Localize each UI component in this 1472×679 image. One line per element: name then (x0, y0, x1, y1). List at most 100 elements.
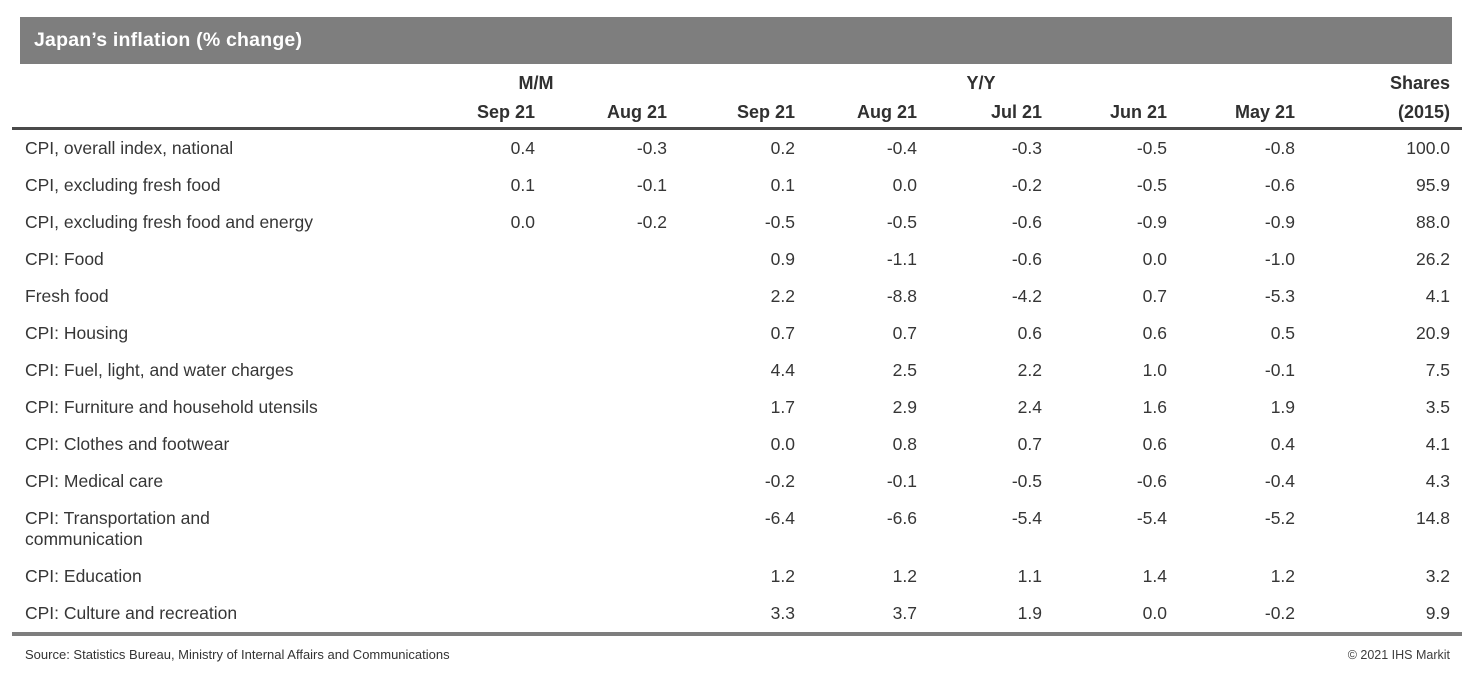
cell-value: 2.2 (1017, 360, 1042, 380)
source-note: Source: Statistics Bureau, Ministry of I… (25, 647, 450, 662)
cell-value: -0.5 (1136, 138, 1167, 158)
table-row: CPI: Food 0.9 -1.1 -0.6 0.0 -1.0 26.2 (12, 241, 1462, 278)
cell-value: 9.9 (1295, 595, 1463, 636)
cell-value (405, 500, 535, 558)
table-row: Fresh food 2.2 -8.8 -4.2 0.7 -5.3 4.1 (12, 278, 1462, 315)
row-label: CPI: Medical care (25, 471, 164, 491)
table-row: CPI: Culture and recreation 3.3 3.7 1.9 … (12, 595, 1463, 636)
cell-value: 0.6 (1142, 434, 1167, 454)
cell-value: -0.1 (636, 175, 667, 195)
cell-value: -0.2 (1011, 175, 1042, 195)
cell-value: -5.2 (1264, 508, 1296, 528)
cell-value: -0.6 (1136, 471, 1167, 491)
cell-value: -0.9 (1136, 212, 1167, 232)
group-header-yy: Y/Y (966, 73, 996, 93)
cell-value: -0.3 (1011, 138, 1042, 158)
cell-value: 1.0 (1142, 360, 1167, 380)
cell-value: 1.6 (1142, 397, 1167, 417)
cell-value: 4.1 (1425, 286, 1451, 306)
cell-value: 0.8 (892, 434, 917, 454)
cell-value: 0.7 (892, 323, 917, 343)
cell-value (405, 315, 535, 352)
cell-value: 0.5 (1270, 323, 1296, 343)
cell-value: 0.1 (770, 175, 795, 195)
cell-value: -1.1 (886, 249, 917, 269)
cell-value: -0.5 (886, 212, 917, 232)
cell-value (535, 278, 667, 315)
cell-value: 0.6 (1017, 323, 1042, 343)
cell-value (535, 352, 667, 389)
cell-value (535, 500, 667, 558)
row-label: CPI: Housing (25, 323, 129, 343)
col-header-mm-aug21: Aug 21 (535, 98, 667, 130)
cell-value: 3.3 (667, 595, 795, 636)
group-header-row: M/M Y/Y Shares (12, 69, 1462, 98)
cell-value: -0.1 (886, 471, 917, 491)
table-header: M/M Y/Y Shares Sep 21 Aug 21 Sep 21 Aug … (12, 69, 1463, 130)
cell-value: -0.2 (636, 212, 667, 232)
cell-value (405, 241, 535, 278)
cell-value: 0.1 (510, 175, 535, 195)
cell-value: 4.3 (1425, 471, 1451, 491)
cell-value: -0.5 (764, 212, 795, 232)
cell-value: 0.9 (770, 249, 795, 269)
cell-value: 0.6 (1142, 323, 1167, 343)
cell-value: 20.9 (1415, 323, 1451, 343)
cell-value: 0.0 (770, 434, 795, 454)
cell-value: 3.5 (1425, 397, 1451, 417)
cell-value: -5.4 (1011, 508, 1042, 528)
group-header-shares: Shares (1389, 73, 1451, 93)
cell-value: 1.7 (770, 397, 795, 417)
cell-value: 26.2 (1415, 249, 1451, 269)
cell-value (535, 241, 667, 278)
cell-value (535, 389, 667, 426)
table-row: CPI: Fuel, light, and water charges 4.4 … (12, 352, 1462, 389)
table-row: CPI, overall index, national 0.4 -0.3 0.… (12, 129, 1462, 168)
cell-value (405, 389, 535, 426)
cell-value: 0.4 (1270, 434, 1296, 454)
cell-value: 7.5 (1425, 360, 1451, 380)
cell-value: 0.0 (892, 175, 917, 195)
cell-value: 1.1 (1017, 566, 1042, 586)
cell-value (405, 463, 535, 500)
table-row: CPI, excluding fresh food 0.1 -0.1 0.1 0… (12, 167, 1462, 204)
col-header-yy-sep21: Sep 21 (667, 98, 795, 130)
table-row: CPI: Furniture and household utensils 1.… (12, 389, 1462, 426)
cell-value: 100.0 (1406, 138, 1451, 158)
row-label: CPI: Culture and recreation (12, 595, 405, 636)
cell-value (535, 463, 667, 500)
cell-value: 1.4 (1142, 566, 1167, 586)
cell-value: 2.9 (892, 397, 917, 417)
row-label: CPI: Clothes and footwear (25, 434, 230, 454)
cell-value: -0.6 (1264, 175, 1296, 195)
cell-value (405, 426, 535, 463)
cell-value (535, 426, 667, 463)
row-label: CPI: Food (25, 249, 104, 269)
table-row: CPI: Transportation and communication -6… (12, 500, 1462, 558)
cell-value: 0.4 (510, 138, 535, 158)
row-label: CPI, excluding fresh food and energy (25, 212, 313, 232)
cell-value: 2.2 (770, 286, 795, 306)
cell-value: 0.7 (1142, 286, 1167, 306)
table-row: CPI: Medical care -0.2 -0.1 -0.5 -0.6 -0… (12, 463, 1462, 500)
table-row: CPI: Education 1.2 1.2 1.1 1.4 1.2 3.2 (12, 558, 1462, 595)
table-row: CPI: Clothes and footwear 0.0 0.8 0.7 0.… (12, 426, 1462, 463)
inflation-table: M/M Y/Y Shares Sep 21 Aug 21 Sep 21 Aug … (12, 69, 1463, 636)
cell-value: -1.0 (1264, 249, 1296, 269)
cell-value: 14.8 (1415, 508, 1451, 528)
table-row: CPI, excluding fresh food and energy 0.0… (12, 204, 1462, 241)
footer: Source: Statistics Bureau, Ministry of I… (25, 647, 1450, 662)
cell-value (405, 558, 535, 595)
cell-value: 1.9 (1270, 397, 1296, 417)
cell-value (535, 595, 667, 636)
cell-value (405, 278, 535, 315)
cell-value: -0.8 (1264, 138, 1296, 158)
spacer-cell (12, 69, 405, 98)
cell-value: -0.3 (636, 138, 667, 158)
cell-value: 1.9 (917, 595, 1042, 636)
cell-value: 1.2 (1270, 566, 1296, 586)
cell-value: 88.0 (1415, 212, 1451, 232)
cell-value: -8.8 (886, 286, 917, 306)
cell-value: -0.5 (1136, 175, 1167, 195)
